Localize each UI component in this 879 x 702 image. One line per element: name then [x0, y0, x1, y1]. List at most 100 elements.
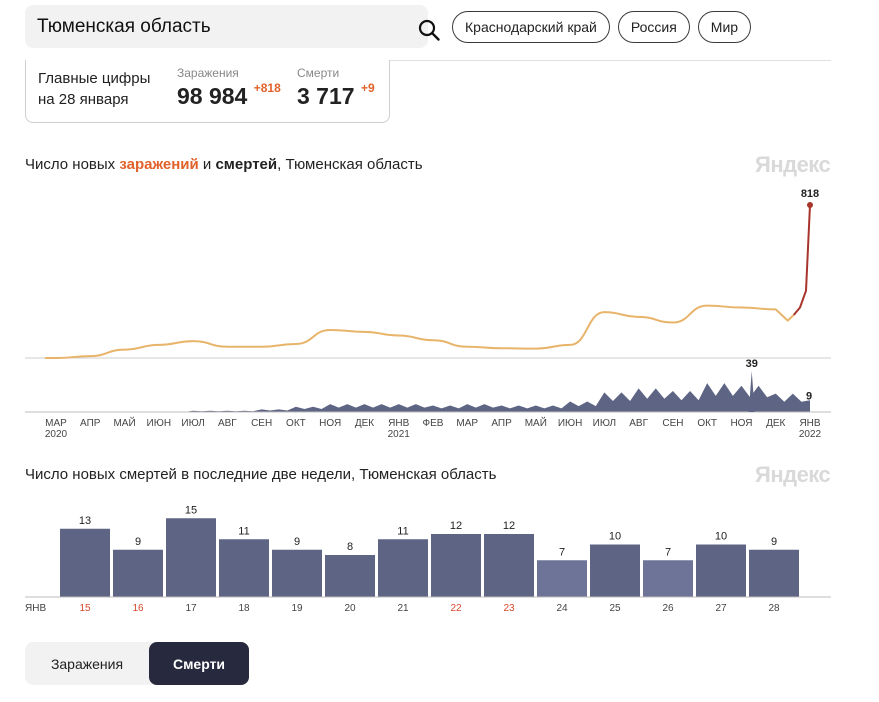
region-chip-krasnodar[interactable]: Краснодарский край [452, 11, 610, 43]
month-tick-label: МАР [456, 418, 478, 429]
bar-value-label: 8 [347, 541, 353, 553]
infections-delta: +818 [253, 81, 281, 95]
month-axis: МАР АПР МАЙ ИЮН ИЮЛ АВГ СЕН ОКТ НОЯ ДЕК ЯНВ ФЕВ МАР А… [45, 416, 822, 440]
yandex-watermark: Яндекс [755, 152, 831, 177]
year-tick-label: 2022 [799, 429, 822, 440]
bar-day-label: 22 [450, 603, 462, 614]
infections-peak-line [792, 204, 811, 316]
deaths-total: 3 717 [297, 83, 355, 109]
infections-last-point [807, 202, 813, 208]
bar [272, 549, 322, 597]
month-tick-label: АВГ [629, 418, 648, 429]
chart2-title: Число новых смертей в последние две неде… [25, 466, 497, 483]
month-tick-label: МАЙ [525, 416, 547, 429]
bar-value-label: 10 [609, 531, 621, 543]
infections-label: Заражения [177, 66, 239, 80]
bar-value-label: 15 [185, 504, 197, 516]
chart1-title-prefix: Число новых [25, 156, 120, 173]
chart1-title-and: и [198, 156, 216, 173]
month-tick-label: СЕН [251, 418, 272, 429]
bar-day-label: 16 [132, 603, 144, 614]
bar-value-label: 11 [397, 525, 408, 537]
bar-day-label: 27 [715, 603, 727, 614]
bar-value-label: 11 [238, 525, 249, 537]
region-chip-russia[interactable]: Россия [617, 11, 690, 43]
bar-day-label: 21 [397, 603, 409, 614]
infections-total: 98 984 [177, 83, 248, 109]
search-bar[interactable] [25, 5, 440, 48]
key-figures-title: Главные цифры на 28 января [38, 68, 150, 110]
month-tick-label: ЯНВ [799, 418, 820, 429]
chart1-title-suffix: , Тюменская область [277, 156, 423, 173]
bar-day-label: 15 [79, 603, 91, 614]
divider [25, 60, 831, 61]
bar-value-label: 12 [450, 520, 462, 532]
toggle-infections-button[interactable]: Заражения [50, 655, 124, 672]
month-tick-label: ИЮЛ [593, 418, 616, 429]
chart1-title: Число новых заражений и смертей, Тюменск… [25, 156, 423, 173]
deaths-bar-chart: 13 15 9 16 15 17 11 18 9 19 8 20 11 21 12 22 12 23 7 24 10 25… [25, 504, 831, 614]
month-tick-label: ФЕВ [423, 418, 444, 429]
bar-day-label: 26 [662, 603, 674, 614]
bar-day-label: 25 [609, 603, 621, 614]
deaths-value: 3 717 +9 [297, 81, 375, 110]
chart1-title-infections: заражений [119, 156, 199, 173]
bar-day-label: 24 [556, 603, 568, 614]
month-tick-label: ДЕК [766, 418, 785, 429]
month-tick-label: СЕН [662, 418, 683, 429]
search-icon[interactable] [417, 18, 441, 42]
bar-day-label: 17 [185, 603, 197, 614]
bar [590, 544, 640, 597]
bar-day-label: 28 [768, 603, 780, 614]
infections-deaths-chart: 818 39 9 МАР АПР МАЙ ИЮН ИЮЛ АВГ СЕН ОКТ НОЯ ДЕК Я… [25, 188, 831, 440]
bar [113, 549, 163, 597]
deaths-area [56, 383, 810, 412]
bar-value-label: 13 [79, 515, 91, 527]
bar-value-label: 7 [665, 546, 671, 558]
month-tick-label: ОКТ [286, 418, 306, 429]
metric-toggle: Заражения Смерти [25, 642, 249, 685]
bar [325, 555, 375, 597]
year-tick-label: 2021 [388, 429, 411, 440]
month-tick-label: ДЕК [355, 418, 374, 429]
month-tick-label: МАЙ [113, 416, 135, 429]
yandex-watermark-2: Яндекс [755, 462, 831, 487]
month-tick-label: НОЯ [319, 418, 341, 429]
deaths-peak-spike [748, 371, 755, 412]
infections-line [45, 304, 795, 359]
deaths-delta: +9 [360, 81, 375, 95]
bar [219, 539, 269, 597]
bar [484, 534, 534, 597]
toggle-deaths-button[interactable]: Смерти [149, 642, 249, 685]
bar-value-label: 9 [135, 536, 141, 548]
key-figures-title-line1: Главные цифры [38, 70, 151, 87]
month-tick-label: ИЮН [558, 418, 583, 429]
bar-day-label: 19 [291, 603, 303, 614]
infections-stat: Заражения 98 984 +818 [177, 66, 281, 110]
infections-value: 98 984 +818 [177, 81, 281, 110]
bar-value-label: 12 [503, 520, 515, 532]
month-tick-label: ОКТ [697, 418, 717, 429]
bar [643, 560, 693, 597]
region-chip-world[interactable]: Мир [697, 11, 752, 43]
year-tick-label: 2020 [45, 429, 68, 440]
bar [431, 534, 481, 597]
month-tick-label: ИЮЛ [181, 418, 204, 429]
bar [749, 549, 799, 597]
bar [537, 560, 587, 597]
bar [378, 539, 428, 597]
month-tick-label: АПР [80, 418, 101, 429]
bar-value-label: 9 [294, 536, 300, 548]
bar-day-label: 23 [503, 603, 515, 614]
month-tick-label: МАР [45, 418, 67, 429]
deaths-label: Смерти [297, 66, 340, 80]
bar-value-label: 9 [771, 536, 777, 548]
month-tick-label: ЯНВ [388, 418, 409, 429]
month-tick-label: НОЯ [730, 418, 752, 429]
infections-last-label: 818 [801, 188, 819, 200]
deaths-last-label: 9 [806, 391, 812, 403]
bar-day-label: 18 [238, 603, 250, 614]
bar-month-label: ЯНВ [25, 603, 46, 614]
bar [166, 518, 216, 597]
region-search-input[interactable] [25, 5, 385, 48]
